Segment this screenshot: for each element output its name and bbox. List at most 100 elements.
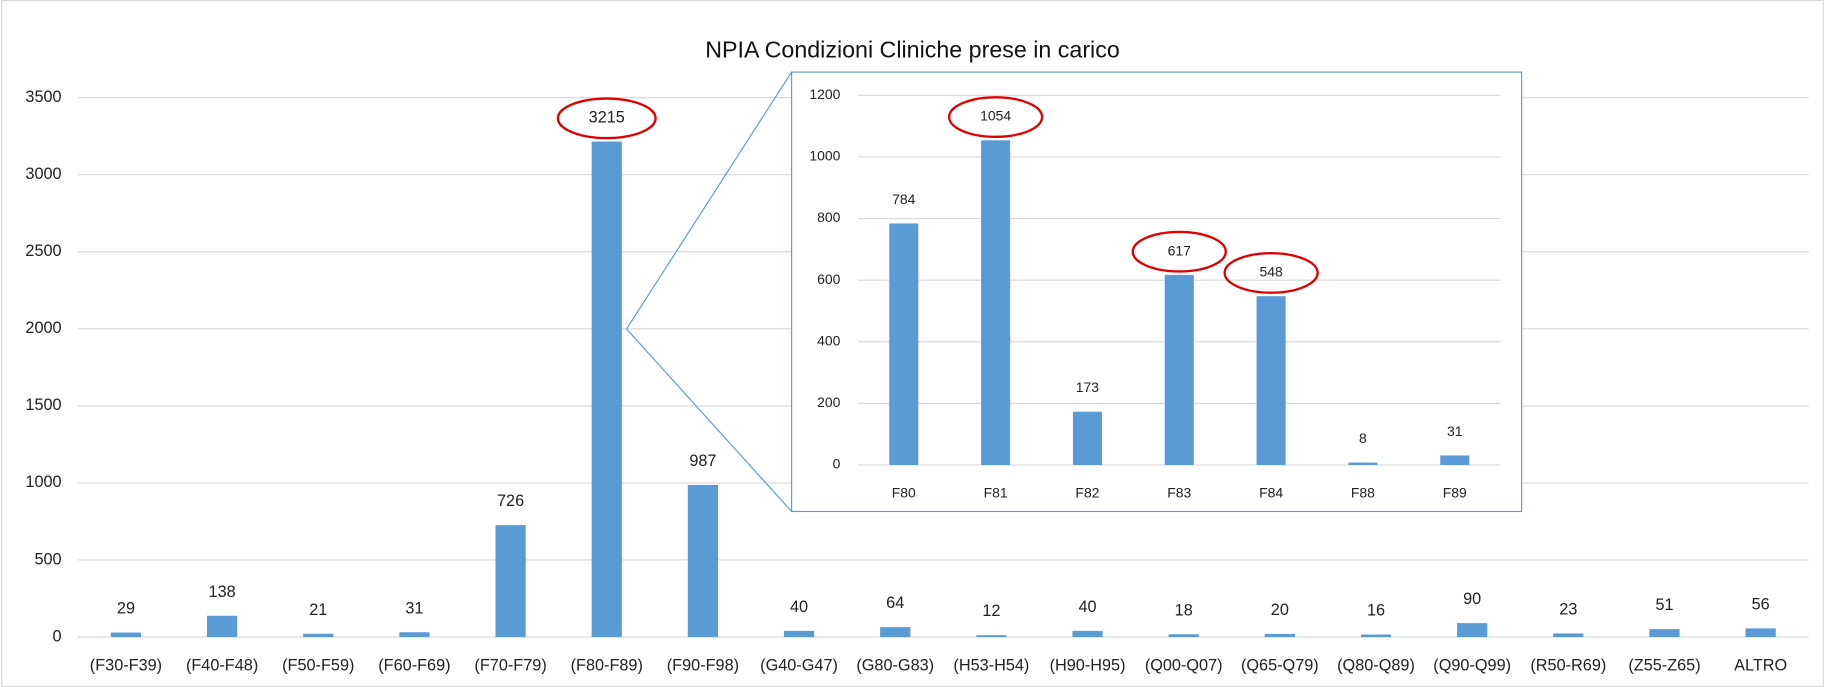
- main-chart: 0500100015002000250030003500(F30-F39)29(…: [25, 88, 1809, 674]
- data-label: 40: [1078, 598, 1096, 616]
- bar: [1072, 630, 1103, 638]
- data-label: 51: [1655, 596, 1673, 614]
- data-label: 64: [886, 594, 904, 612]
- data-label: 726: [497, 492, 524, 510]
- x-tick-label: (F40-F48): [186, 656, 258, 674]
- highlight-ellipse: [1131, 230, 1227, 273]
- y-tick-label: 0: [833, 456, 841, 472]
- data-label: 3215: [589, 109, 625, 127]
- data-label: 56: [1752, 595, 1770, 613]
- y-tick-label: 2500: [25, 242, 61, 260]
- x-tick-label: (F50-F59): [282, 656, 354, 674]
- data-label: 12: [982, 602, 1000, 620]
- y-tick-label: 0: [53, 627, 62, 645]
- x-tick-label: (Q00-Q07): [1145, 656, 1223, 674]
- x-tick-label: (F60-F69): [378, 656, 450, 674]
- y-tick-label: 600: [817, 271, 841, 287]
- x-tick-label: (Q80-Q89): [1337, 656, 1415, 674]
- bar: [976, 635, 1007, 638]
- zoom-connector: [626, 328, 793, 512]
- y-tick-label: 1500: [25, 396, 61, 414]
- data-label: 173: [1076, 379, 1100, 395]
- data-label: 90: [1463, 590, 1481, 608]
- x-tick-label: (Q65-Q79): [1241, 656, 1319, 674]
- highlight-ellipse: [556, 97, 657, 140]
- bar: [1360, 634, 1392, 638]
- bar: [880, 627, 911, 638]
- x-tick-label: (G40-G47): [760, 656, 838, 674]
- data-label: 617: [1168, 242, 1192, 258]
- data-label: 548: [1259, 264, 1283, 280]
- chart-title: NPIA Condizioni Cliniche prese in carico: [705, 36, 1120, 62]
- bar: [783, 630, 815, 638]
- bar: [1649, 629, 1680, 638]
- data-label: 8: [1359, 430, 1367, 446]
- data-label: 784: [892, 191, 916, 207]
- data-label: 18: [1175, 601, 1193, 619]
- bar: [981, 140, 1011, 465]
- bar: [1164, 274, 1194, 465]
- data-label: 21: [309, 601, 327, 619]
- data-label: 1054: [980, 108, 1011, 124]
- y-tick-label: 1200: [809, 86, 840, 102]
- bar: [1348, 462, 1378, 465]
- bar: [206, 615, 238, 638]
- y-tick-label: 1000: [809, 148, 840, 164]
- bar: [1457, 623, 1488, 638]
- data-label: 31: [405, 599, 423, 617]
- y-tick-label: 500: [34, 550, 61, 568]
- x-tick-label: (H53-H54): [953, 656, 1029, 674]
- y-tick-label: 200: [817, 394, 841, 410]
- bar: [495, 525, 526, 638]
- bar: [889, 223, 919, 465]
- data-label: 138: [209, 583, 236, 601]
- x-tick-label: F80: [892, 485, 916, 501]
- highlight-ellipse: [947, 96, 1044, 138]
- bar: [1256, 296, 1286, 465]
- bar: [1072, 411, 1102, 465]
- x-tick-label: F88: [1351, 485, 1375, 501]
- zoom-connector: [626, 71, 793, 330]
- y-tick-label: 3500: [25, 88, 61, 106]
- x-tick-label: (H90-H95): [1050, 656, 1126, 674]
- data-label: 31: [1447, 423, 1463, 439]
- data-label: 40: [790, 598, 808, 616]
- x-tick-label: F84: [1259, 485, 1283, 501]
- bar: [1264, 633, 1295, 638]
- x-tick-label: F89: [1443, 485, 1467, 501]
- data-label: 29: [117, 600, 135, 618]
- y-tick-label: 3000: [25, 165, 61, 183]
- y-tick-label: 1000: [25, 473, 61, 491]
- data-label: 23: [1559, 601, 1577, 619]
- x-tick-label: (Z55-Z65): [1628, 656, 1700, 674]
- data-label: 20: [1271, 601, 1289, 619]
- highlight-ellipse: [1223, 251, 1319, 294]
- x-tick-label: F81: [984, 485, 1008, 501]
- bar: [1168, 634, 1199, 638]
- x-tick-label: (F30-F39): [90, 656, 162, 674]
- bar: [110, 632, 142, 638]
- x-tick-label: F83: [1167, 485, 1191, 501]
- x-tick-label: (F80-F89): [571, 656, 643, 674]
- bar: [1745, 628, 1776, 638]
- y-tick-label: 400: [817, 332, 841, 348]
- x-tick-label: (G80-G83): [856, 656, 934, 674]
- x-tick-label: (Q90-Q99): [1433, 656, 1511, 674]
- bar: [303, 633, 334, 638]
- bar: [1440, 455, 1470, 465]
- x-tick-label: (F90-F98): [667, 656, 739, 674]
- bar: [687, 484, 719, 638]
- data-label: 987: [689, 452, 716, 470]
- x-tick-label: ALTRO: [1734, 656, 1787, 674]
- inset-chart: 0 200 400 600 800 1000 1200 F80 784 F81 1054 F82 173…: [809, 86, 1501, 501]
- bar: [1553, 633, 1584, 638]
- y-tick-label: 800: [817, 209, 841, 225]
- x-tick-label: (R50-R69): [1530, 656, 1606, 674]
- bar: [399, 632, 430, 638]
- x-tick-label: F82: [1075, 485, 1099, 501]
- data-label: 16: [1367, 602, 1385, 620]
- y-tick-label: 2000: [25, 319, 61, 337]
- x-tick-label: (F70-F79): [474, 656, 546, 674]
- bar: [591, 141, 622, 638]
